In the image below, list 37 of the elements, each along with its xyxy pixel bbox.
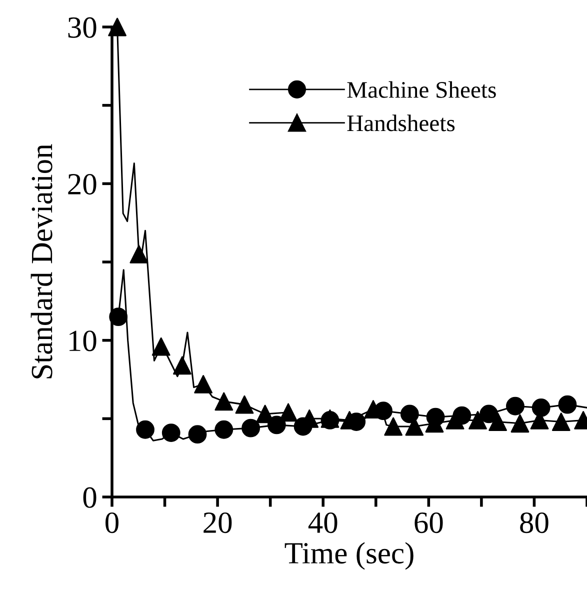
point <box>136 420 154 439</box>
point <box>279 403 298 422</box>
point <box>488 412 508 431</box>
point <box>214 392 234 411</box>
point <box>108 18 126 36</box>
point <box>480 404 498 424</box>
point <box>400 404 419 424</box>
point <box>510 414 530 433</box>
point <box>506 396 524 416</box>
point <box>172 356 192 375</box>
y-axis-title: Standard Deviation <box>30 144 52 378</box>
point <box>558 395 577 414</box>
x-tick-label: 0 <box>106 512 118 534</box>
point <box>109 308 128 326</box>
x-axis-title: Time (sec) <box>284 542 414 570</box>
y-tick-label: 0 <box>83 487 96 508</box>
x-tick-label: 40 <box>308 512 338 534</box>
point <box>188 425 207 444</box>
legend-label: Machine Sheets <box>347 81 496 98</box>
point <box>384 417 403 436</box>
point <box>214 420 234 439</box>
point <box>235 395 254 414</box>
point <box>152 337 170 356</box>
point <box>242 418 260 438</box>
point <box>130 244 148 264</box>
x-tick-label: 80 <box>520 512 548 534</box>
point <box>468 411 487 430</box>
y-tick-label: 20 <box>68 174 96 195</box>
point <box>532 398 550 417</box>
y-tick-label: 30 <box>68 17 96 38</box>
legend-label: Handsheets <box>347 114 455 132</box>
x-tick-label: 20 <box>204 512 232 534</box>
x-tick-label: 60 <box>414 512 443 534</box>
point <box>194 375 213 394</box>
y-tick-label: 10 <box>70 330 96 352</box>
point <box>162 424 180 442</box>
point <box>552 412 570 431</box>
